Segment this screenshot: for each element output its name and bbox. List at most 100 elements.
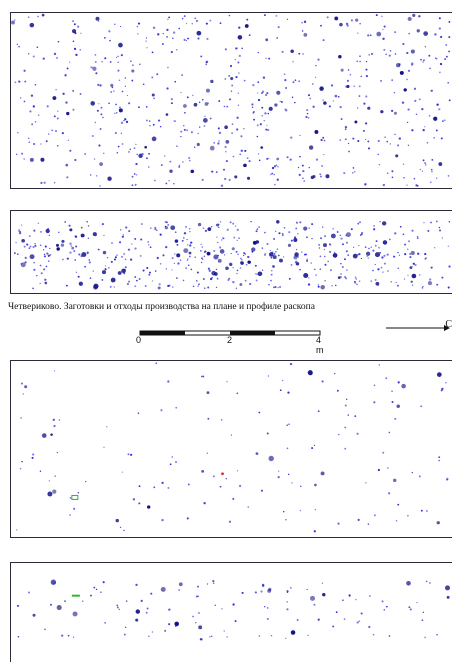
find-point (343, 258, 346, 261)
find-point (152, 123, 155, 126)
find-point (440, 35, 443, 39)
find-point (211, 276, 213, 279)
find-point (373, 225, 375, 227)
find-point (220, 418, 223, 421)
find-point (418, 98, 421, 101)
find-point (201, 98, 204, 101)
find-point (366, 255, 368, 257)
find-point (223, 630, 225, 632)
find-point (286, 601, 288, 603)
find-point (421, 170, 424, 172)
profile-top-scatter (14, 220, 451, 290)
find-point (53, 370, 56, 372)
find-point (266, 617, 269, 620)
find-point (225, 266, 229, 270)
find-point (149, 246, 152, 249)
find-point (138, 277, 141, 280)
find-point (50, 433, 53, 436)
find-point (159, 233, 162, 236)
find-point (311, 447, 314, 450)
find-point (243, 252, 245, 254)
find-point (446, 595, 450, 599)
find-point (186, 259, 189, 261)
find-point (313, 530, 316, 533)
find-point (318, 244, 320, 246)
find-point (121, 90, 124, 93)
find-point (193, 146, 196, 149)
find-point (27, 137, 30, 139)
find-point (373, 228, 376, 231)
find-point (24, 256, 27, 259)
find-point (72, 40, 75, 43)
find-point (421, 287, 424, 289)
find-point (62, 92, 65, 95)
find-point (314, 130, 319, 134)
direction-label: С (445, 319, 452, 330)
find-point (205, 88, 210, 93)
find-point (40, 181, 43, 185)
find-point (219, 485, 222, 488)
find-point (24, 385, 28, 389)
find-point (248, 34, 251, 37)
find-point (183, 104, 187, 108)
find-point (88, 259, 91, 261)
find-point (169, 160, 172, 163)
find-point (435, 220, 438, 223)
find-point (218, 226, 220, 228)
find-point (209, 145, 215, 151)
find-point (294, 101, 296, 104)
find-point (429, 67, 431, 70)
find-point (224, 145, 227, 149)
find-point (187, 37, 190, 40)
find-point (203, 255, 206, 258)
find-point (174, 80, 177, 83)
find-point (341, 243, 344, 246)
find-point (315, 158, 319, 161)
find-point (164, 220, 167, 223)
find-point (297, 256, 299, 258)
find-point (377, 153, 379, 156)
find-point (265, 38, 269, 42)
find-point (369, 34, 372, 37)
find-point (448, 220, 451, 223)
find-point (134, 285, 137, 288)
find-point (102, 250, 107, 255)
find-point (61, 132, 64, 135)
find-point (239, 153, 241, 156)
find-point (66, 176, 69, 179)
find-point (194, 256, 196, 258)
find-point (401, 101, 405, 104)
find-point (182, 161, 184, 163)
plan-bottom-scatter (16, 362, 449, 533)
find-point (235, 287, 238, 289)
find-point (136, 153, 139, 156)
find-point (190, 169, 195, 174)
find-point (164, 155, 166, 157)
find-point (238, 54, 241, 58)
find-point (205, 60, 209, 63)
find-point (189, 230, 191, 233)
find-point (145, 40, 147, 42)
find-point (266, 157, 269, 160)
find-point (285, 519, 287, 521)
find-point (279, 258, 283, 263)
find-point (382, 28, 384, 31)
find-point (168, 623, 171, 626)
find-point (212, 475, 215, 478)
find-point (212, 580, 215, 583)
find-point (380, 266, 383, 269)
find-point (298, 173, 301, 176)
find-point (183, 232, 187, 235)
find-point (446, 477, 449, 480)
find-point (230, 434, 233, 436)
find-point (293, 236, 297, 239)
find-point (330, 233, 336, 239)
find-point (104, 622, 106, 624)
find-point (39, 244, 42, 247)
find-point (134, 237, 137, 240)
find-point (34, 243, 36, 245)
find-point (445, 43, 448, 46)
find-point (211, 635, 213, 637)
find-point (402, 233, 405, 235)
find-point (209, 277, 213, 281)
